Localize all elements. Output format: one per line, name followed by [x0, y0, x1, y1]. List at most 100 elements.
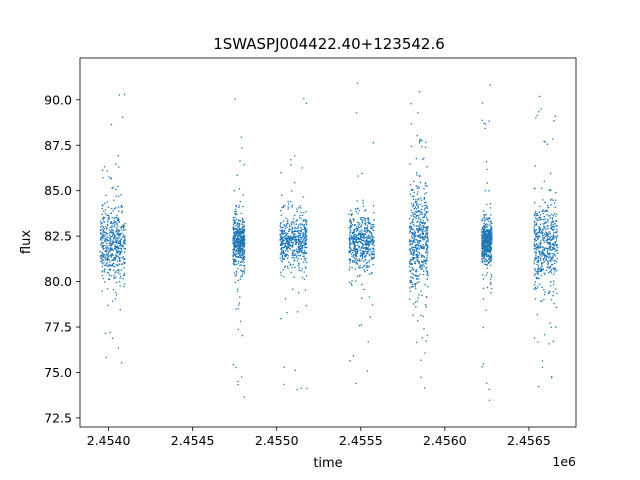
data-point	[539, 206, 541, 208]
data-point	[290, 263, 292, 265]
y-tick-label: 90.0	[44, 92, 72, 107]
data-point	[534, 202, 536, 204]
data-point	[418, 294, 420, 296]
data-point	[305, 266, 307, 268]
data-point	[118, 264, 120, 266]
data-point	[543, 250, 545, 252]
x-tick-label: 2.4545	[171, 433, 215, 448]
data-point	[116, 232, 118, 234]
data-point	[113, 232, 115, 234]
data-point	[240, 321, 242, 323]
data-point	[102, 258, 104, 260]
data-point	[535, 251, 537, 253]
data-point	[482, 226, 484, 228]
data-point	[534, 224, 536, 226]
y-tick-label: 72.5	[44, 410, 72, 425]
data-point	[105, 234, 107, 236]
data-point	[286, 224, 288, 226]
data-point	[539, 284, 541, 286]
data-point	[410, 282, 412, 284]
data-point	[244, 238, 246, 240]
data-point	[287, 258, 289, 260]
data-point	[415, 255, 417, 256]
data-point	[107, 170, 109, 172]
data-point	[423, 328, 425, 330]
data-point	[354, 236, 356, 238]
data-point	[481, 258, 483, 260]
data-point	[414, 244, 416, 246]
data-point	[553, 303, 555, 305]
data-point	[420, 237, 422, 239]
data-point	[234, 272, 236, 274]
data-point	[354, 237, 356, 239]
data-point	[294, 239, 296, 241]
data-point	[370, 251, 372, 253]
data-point	[490, 253, 492, 255]
data-point	[350, 220, 352, 222]
data-point	[300, 227, 302, 229]
data-point	[233, 219, 235, 221]
data-point	[238, 226, 240, 228]
data-point	[547, 221, 549, 223]
data-point	[291, 221, 293, 223]
data-point	[100, 220, 102, 222]
data-point	[425, 243, 427, 245]
data-point	[545, 240, 547, 242]
data-point	[549, 239, 551, 241]
data-point	[551, 198, 553, 200]
data-point	[238, 253, 240, 255]
data-point	[483, 258, 485, 260]
data-point	[490, 292, 492, 294]
data-point	[550, 173, 552, 175]
data-point	[239, 302, 241, 304]
data-point	[280, 242, 282, 244]
data-point	[411, 252, 413, 254]
data-point	[281, 253, 283, 255]
data-point	[240, 213, 242, 215]
data-point	[350, 225, 352, 227]
data-point	[423, 270, 425, 272]
data-point	[290, 240, 292, 242]
data-point	[550, 250, 552, 252]
data-point	[119, 257, 121, 259]
data-point	[370, 238, 372, 240]
data-point	[106, 236, 108, 238]
data-point	[362, 220, 364, 222]
data-point	[306, 275, 308, 277]
data-point	[543, 223, 545, 225]
data-point	[420, 377, 422, 379]
data-point	[114, 235, 116, 237]
data-point	[284, 232, 286, 234]
x-tick-label: 2.4555	[339, 433, 383, 448]
data-point	[119, 230, 121, 232]
data-point	[486, 224, 488, 226]
data-point	[419, 140, 421, 142]
data-point	[548, 343, 550, 345]
data-point	[419, 227, 421, 229]
data-point	[486, 161, 488, 163]
data-point	[108, 176, 110, 178]
data-point	[280, 210, 282, 212]
data-point	[288, 203, 290, 205]
data-point	[411, 267, 413, 269]
data-point	[416, 260, 418, 262]
data-point	[419, 274, 421, 276]
data-point	[108, 245, 110, 247]
data-point	[372, 304, 374, 306]
data-point	[357, 250, 359, 252]
data-point	[372, 254, 374, 256]
data-point	[489, 84, 491, 86]
data-point	[425, 340, 427, 342]
data-point	[298, 265, 300, 267]
data-point	[535, 257, 537, 259]
data-point	[239, 160, 241, 162]
data-point	[417, 235, 419, 237]
data-point	[302, 215, 304, 217]
data-point	[418, 245, 420, 247]
data-point	[483, 256, 485, 258]
data-point	[536, 249, 538, 251]
data-point	[488, 389, 490, 391]
data-point	[364, 269, 366, 271]
data-point	[287, 250, 289, 252]
data-point	[536, 261, 538, 263]
